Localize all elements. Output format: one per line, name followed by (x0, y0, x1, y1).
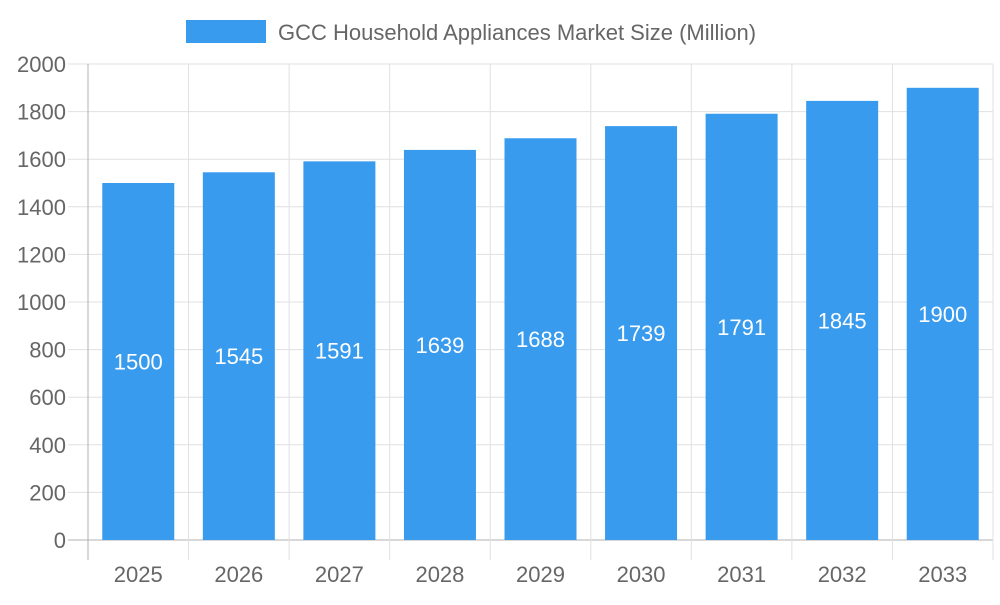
bars: 1500 1545 1591 1639 1688 1739 1791 1845 1900 (102, 87, 979, 541)
x-tick-label: 2030 (617, 562, 666, 587)
x-tick-label: 2028 (415, 562, 464, 587)
data-label-2028: 1639 (415, 333, 464, 358)
x-tick-label: 2026 (214, 562, 263, 587)
data-label-2026: 1545 (214, 344, 263, 369)
data-label-2031: 1791 (717, 315, 766, 340)
data-label-2027: 1591 (315, 339, 364, 364)
y-tick-label: 800 (29, 338, 66, 363)
y-tick-label: 1800 (17, 100, 66, 125)
bar-2027 (303, 161, 376, 541)
bar-2028 (403, 149, 476, 540)
y-tick-label: 1000 (17, 290, 66, 315)
bar-2025 (102, 183, 175, 540)
bar-2030 (605, 126, 678, 541)
x-tick-label: 2029 (516, 562, 565, 587)
data-label-2032: 1845 (818, 308, 867, 333)
y-tick-label: 400 (29, 433, 66, 458)
x-axis: 2025 2026 2027 2028 2029 2030 2031 2032 2033 (114, 562, 967, 587)
y-tick-label: 1600 (17, 147, 66, 172)
y-axis: 0 200 400 600 800 1000 1200 1400 1600 1800 2000 (17, 52, 66, 553)
legend[interactable]: GCC Household Appliances Market Size (Mi… (186, 20, 756, 45)
legend-swatch (186, 20, 266, 43)
bar-2031 (705, 113, 778, 540)
y-tick-label: 0 (54, 528, 66, 553)
data-label-2030: 1739 (617, 321, 666, 346)
data-label-2025: 1500 (114, 350, 163, 375)
data-label-2033: 1900 (918, 302, 967, 327)
bar-2029 (504, 138, 577, 541)
y-tick-label: 200 (29, 480, 66, 505)
y-tick-label: 1400 (17, 195, 66, 220)
x-tick-label: 2031 (717, 562, 766, 587)
x-tick-label: 2027 (315, 562, 364, 587)
x-tick-label: 2025 (114, 562, 163, 587)
legend-label: GCC Household Appliances Market Size (Mi… (278, 20, 756, 45)
bar-2026 (202, 172, 275, 541)
x-tick-label: 2032 (818, 562, 867, 587)
bar-2033 (906, 87, 979, 541)
y-tick-label: 600 (29, 385, 66, 410)
y-tick-label: 1200 (17, 242, 66, 267)
data-label-2029: 1688 (516, 327, 565, 352)
x-tick-label: 2033 (918, 562, 967, 587)
y-tick-label: 2000 (17, 52, 66, 77)
bar-2032 (806, 100, 879, 540)
